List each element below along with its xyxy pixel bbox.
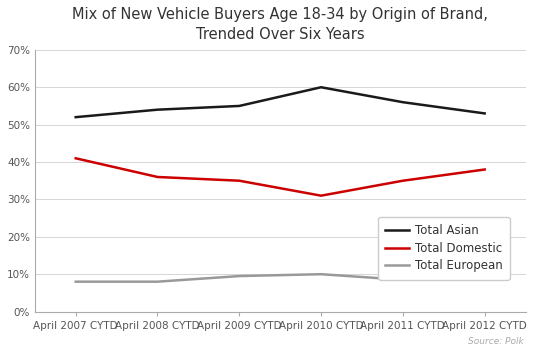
Text: Source: Polk: Source: Polk — [468, 337, 524, 346]
Total Asian — [154, 108, 161, 112]
Total Domestic — [72, 156, 79, 160]
Total Domestic — [318, 193, 325, 198]
Total European — [236, 274, 242, 278]
Title: Mix of New Vehicle Buyers Age 18-34 by Origin of Brand,
Trended Over Six Years: Mix of New Vehicle Buyers Age 18-34 by O… — [72, 7, 488, 42]
Line: Total Domestic: Total Domestic — [76, 158, 485, 196]
Total Asian — [236, 104, 242, 108]
Total Domestic — [236, 179, 242, 183]
Total European — [154, 279, 161, 284]
Total Domestic — [154, 175, 161, 179]
Total Asian — [72, 115, 79, 119]
Total Asian — [318, 85, 325, 89]
Total European — [318, 272, 325, 276]
Total Domestic — [400, 179, 406, 183]
Total Asian — [482, 111, 488, 116]
Total European — [72, 279, 79, 284]
Total European — [400, 278, 406, 282]
Line: Total Asian: Total Asian — [76, 87, 485, 117]
Legend: Total Asian, Total Domestic, Total European: Total Asian, Total Domestic, Total Europ… — [379, 217, 510, 279]
Total European — [482, 274, 488, 278]
Total Domestic — [482, 167, 488, 172]
Total Asian — [400, 100, 406, 104]
Line: Total European: Total European — [76, 274, 485, 282]
